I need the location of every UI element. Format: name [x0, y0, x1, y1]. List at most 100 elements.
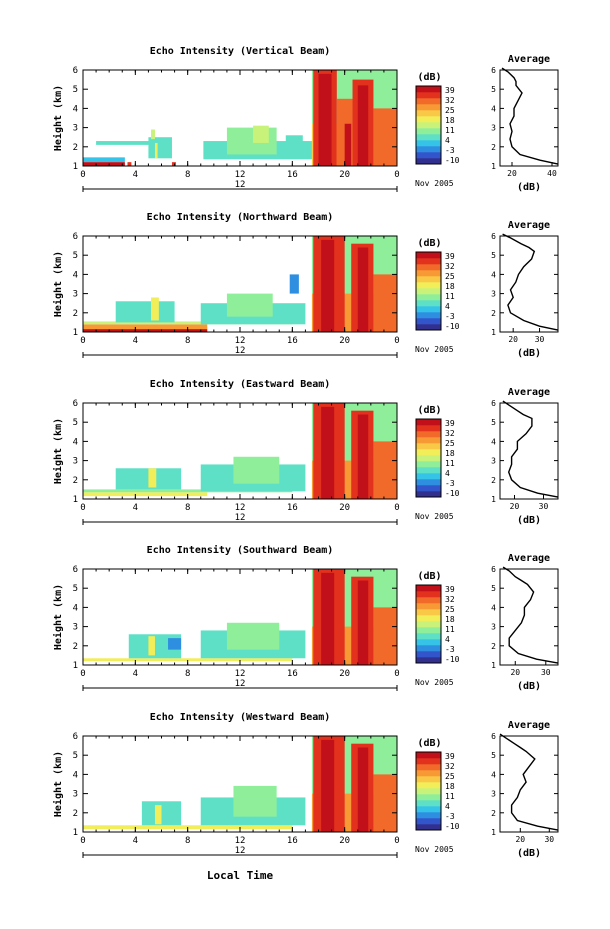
colorbar-swatch [416, 657, 441, 664]
colorbar-swatch [416, 134, 441, 141]
average-y-tick-label: 3 [491, 457, 496, 466]
heatmap-cells [83, 736, 397, 832]
heatmap-cell [321, 739, 335, 832]
x-tick-label: 12 [235, 836, 246, 846]
y-tick-label: 3 [73, 124, 78, 134]
average-y-tick-label: 5 [491, 85, 496, 94]
colorbar-swatch [416, 92, 441, 99]
day-marker-label: 12 [235, 346, 246, 356]
x-tick-label: 20 [339, 836, 350, 846]
average-x-tick-label: 40 [547, 169, 557, 178]
colorbar-swatch [416, 437, 441, 444]
colorbar-swatch [416, 467, 441, 474]
y-tick-label: 2 [73, 476, 78, 486]
colorbar-swatch [416, 585, 441, 592]
day-marker-label: 12 [235, 679, 246, 689]
average-profile-line [502, 400, 559, 498]
x-tick-label: 4 [133, 336, 138, 346]
average-y-tick-label: 2 [491, 476, 496, 485]
colorbar-tick-label: 25 [445, 605, 455, 614]
average-x-tick-label: 20 [510, 668, 520, 677]
average-y-tick-label: 4 [491, 104, 496, 113]
x-tick-label: 12 [235, 170, 246, 180]
colorbar-swatch [416, 485, 441, 492]
average-title: Average [508, 720, 550, 731]
heatmap-cell [357, 85, 369, 166]
colorbar-swatch [416, 800, 441, 807]
colorbar-swatch [416, 824, 441, 831]
heatmap-cell [83, 157, 125, 163]
heatmap-cell [373, 274, 397, 332]
y-tick-label: 3 [73, 457, 78, 467]
heatmap-cell [151, 297, 159, 321]
colorbar-unit: (dB) [417, 571, 441, 582]
colorbar-swatch [416, 110, 441, 117]
average-y-tick-label: 2 [491, 309, 496, 318]
colorbar-tick-label: 25 [445, 772, 455, 781]
heatmap-cell [127, 162, 132, 166]
colorbar-swatch [416, 633, 441, 640]
colorbar-unit: (dB) [417, 238, 441, 249]
colorbar-swatch [416, 146, 441, 153]
average-y-tick-label: 5 [491, 251, 496, 260]
heatmap-cell [83, 329, 208, 332]
colorbar-tick-label: 4 [445, 469, 450, 478]
average-profile-line [499, 733, 559, 831]
heatmap-cells [83, 70, 397, 166]
heatmap-cells [83, 569, 397, 665]
colorbar-frame [415, 418, 442, 498]
average-x-tick-label: 30 [535, 335, 545, 344]
colorbar-swatch [416, 782, 441, 789]
heatmap-cell [154, 805, 162, 825]
x-tick-label: 20 [339, 170, 350, 180]
x-tick-label: 8 [185, 503, 190, 513]
colorbar-swatch [416, 758, 441, 765]
colorbar-swatch [416, 770, 441, 777]
y-tick-label: 1 [73, 328, 78, 338]
heatmap-cell [226, 293, 273, 317]
average-title: Average [508, 220, 550, 231]
x-tick-label: 0 [394, 170, 399, 180]
heatmap-cell [321, 572, 335, 665]
colorbar-swatch [416, 122, 441, 129]
colorbar-swatch [416, 152, 441, 159]
y-tick-label: 2 [73, 809, 78, 819]
colorbar-tick-label: 39 [445, 419, 455, 428]
colorbar-swatch [416, 621, 441, 628]
date-label: Nov 2005 [415, 179, 454, 188]
colorbar-tick-label: 32 [445, 762, 455, 771]
average-x-tick-label: 30 [541, 668, 551, 677]
colorbar-swatch [416, 788, 441, 795]
colorbar-tick-label: 11 [445, 292, 455, 301]
colorbar-swatch [416, 461, 441, 468]
y-tick-label: 4 [73, 270, 78, 280]
colorbar-swatch [416, 603, 441, 610]
colorbar-swatch [416, 591, 441, 598]
colorbar-tick-label: 18 [445, 282, 455, 291]
colorbar-swatch [416, 651, 441, 658]
heatmap-cell [151, 129, 155, 140]
y-axis-label: Height (km) [52, 751, 64, 817]
heatmap-cell [318, 73, 332, 166]
panel-title: Echo Intensity (Northward Beam) [147, 211, 334, 223]
heatmap-cell [83, 492, 208, 497]
heatmap-cell [233, 785, 277, 817]
colorbar-tick-label: 11 [445, 625, 455, 634]
heatmap-cell [148, 468, 157, 488]
average-title: Average [508, 553, 550, 564]
colorbar-swatch [416, 431, 441, 438]
colorbar-swatch [416, 491, 441, 498]
x-tick-label: 16 [287, 669, 298, 679]
panel-title: Echo Intensity (Southward Beam) [147, 544, 334, 556]
colorbar-unit: (dB) [417, 738, 441, 749]
average-x-tick-label: 30 [539, 502, 549, 511]
average-y-tick-label: 2 [491, 809, 496, 818]
average-y-tick-label: 1 [491, 162, 496, 171]
colorbar-tick-label: -3 [445, 312, 455, 321]
x-tick-label: 20 [339, 336, 350, 346]
colorbar-tick-label: 18 [445, 615, 455, 624]
colorbar-swatch [416, 425, 441, 432]
date-label: Nov 2005 [415, 678, 454, 687]
colorbar-tick-label: 32 [445, 429, 455, 438]
